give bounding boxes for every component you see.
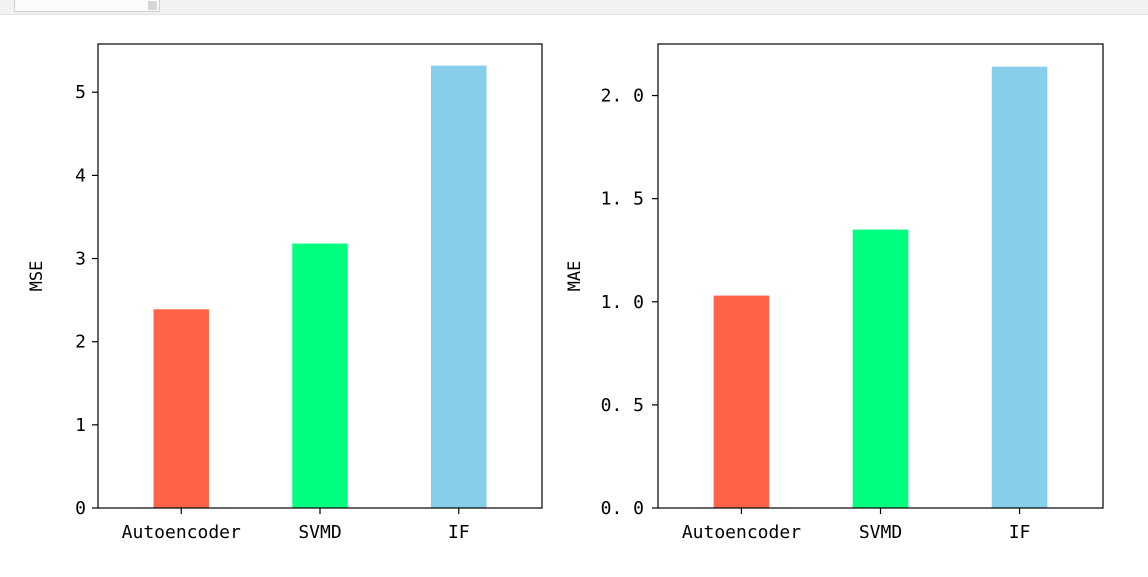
chart1-bar-if	[431, 65, 487, 509]
chart1-xtick-label-svmd: SVMD	[298, 522, 341, 543]
chart2-ytick-label: 0. 5	[601, 395, 644, 416]
chart1-ytick-label: 3	[75, 249, 86, 270]
output-input-box[interactable]	[14, 0, 160, 12]
chart2-bar-svmd	[852, 229, 909, 508]
chart2-ytick-label: 0. 0	[601, 498, 644, 519]
chart1-ytick-label: 1	[75, 415, 86, 436]
chart1-bar-svmd	[292, 243, 348, 508]
scroll-handle[interactable]	[148, 1, 157, 10]
chart1-xtick-label-if: IF	[448, 522, 470, 543]
chart2-bar-autoencoder	[713, 295, 770, 508]
chart1-ytick-label: 0	[75, 498, 86, 519]
notebook-output-toolbar	[0, 0, 1148, 15]
chart1-bar-autoencoder	[153, 309, 209, 508]
chart1-ylabel: MSE	[27, 261, 47, 292]
chart1-ytick-label: 4	[75, 165, 86, 186]
chart1-ytick-label: 5	[75, 82, 86, 103]
chart1-ytick-label: 2	[75, 332, 86, 353]
chart2-ytick-label: 2. 0	[601, 86, 644, 107]
chart2-ytick-label: 1. 5	[601, 189, 644, 210]
chart2-bar-if	[991, 66, 1048, 508]
chart2-ylabel: MAE	[565, 261, 585, 292]
chart2-xtick-label-if: IF	[1009, 522, 1031, 543]
chart2-xtick-label-autoencoder: Autoencoder	[682, 522, 801, 543]
chart2-ytick-label: 1. 0	[601, 292, 644, 313]
chart2-xtick-label-svmd: SVMD	[859, 522, 902, 543]
chart1-xtick-label-autoencoder: Autoencoder	[122, 522, 241, 543]
